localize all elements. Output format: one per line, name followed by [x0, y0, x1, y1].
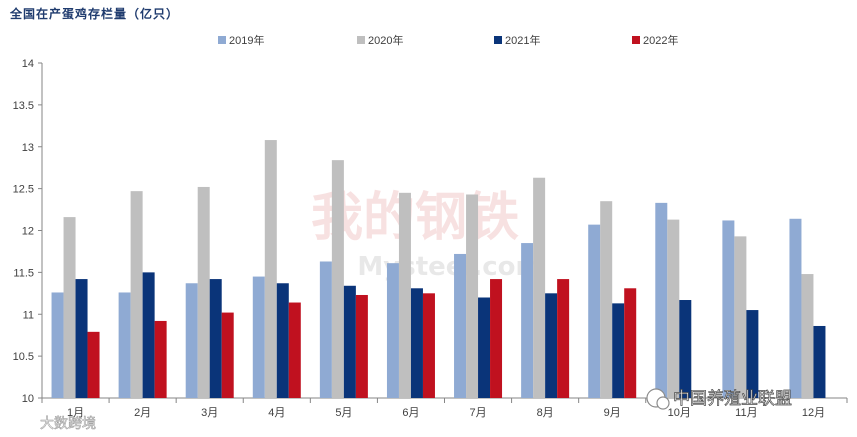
bar: [410, 288, 423, 398]
watermark-bottom-right: 中国养殖业联盟: [673, 389, 792, 409]
bar: [813, 325, 826, 398]
bar: [87, 331, 100, 398]
bar: [612, 303, 625, 398]
y-tick-label: 13: [22, 142, 34, 154]
legend-swatch: [632, 36, 640, 44]
y-tick-label: 11.5: [13, 267, 34, 279]
bar: [252, 276, 265, 398]
bar: [63, 217, 76, 398]
y-tick-label: 11: [23, 309, 34, 321]
watermark-bottom-left: 大数跨境: [40, 416, 96, 432]
bar: [490, 279, 503, 398]
watermark-layer: 我的钢铁 Mysteel.com: [311, 188, 543, 282]
bar: [545, 293, 558, 398]
bar: [734, 236, 747, 398]
legend-label: 2019年: [229, 33, 264, 47]
chart-title: 全国在产蛋鸡存栏量（亿只）: [10, 7, 180, 21]
watermark-center: 我的钢铁: [311, 188, 519, 248]
footer-layer: 大数跨境 中国养殖业联盟: [40, 388, 792, 432]
watermark-center-sub: Mysteel.com: [357, 252, 542, 282]
bar: [209, 279, 222, 398]
legend-swatch: [357, 36, 365, 44]
bar: [154, 320, 167, 398]
bar: [264, 140, 277, 399]
bar: [51, 292, 64, 398]
y-tick-label: 12: [22, 226, 34, 238]
x-tick-label: 5月: [335, 407, 352, 419]
bar: [801, 274, 814, 398]
bar: [221, 312, 234, 398]
bar: [75, 279, 88, 398]
wechat-icon-bubble: [656, 396, 670, 410]
bar: [355, 294, 368, 398]
bars-layer: [51, 140, 826, 399]
bar: [746, 310, 759, 398]
y-tick-label: 12.5: [13, 184, 34, 196]
bar: [276, 283, 289, 398]
axes-layer: 10 10.5 11 11.5 12 12.5 13 13.5 14 1月 2月 3月 4月 5月 6月 7月…: [13, 58, 848, 419]
bar: [130, 191, 143, 398]
x-tick-label: 10月: [668, 407, 691, 419]
y-tick-label: 10: [22, 393, 34, 405]
bar: [667, 219, 680, 398]
bar: [533, 177, 546, 398]
bar: [398, 192, 411, 398]
bar: [521, 243, 534, 398]
x-tick-label: 7月: [469, 407, 486, 419]
bar: [319, 261, 332, 398]
x-tick-label: 12月: [802, 407, 825, 419]
x-tick-label: 9月: [604, 407, 621, 419]
x-tick-label: 4月: [268, 407, 285, 419]
bar: [600, 201, 613, 398]
bar: [422, 293, 435, 398]
bar: [197, 186, 210, 398]
y-tick-label: 10.5: [13, 351, 34, 363]
bar: [142, 272, 155, 398]
bar: [478, 297, 491, 398]
bar: [343, 285, 356, 398]
x-tick-label: 11月: [735, 407, 757, 419]
x-tick-label: 8月: [537, 407, 554, 419]
y-tick-label: 14: [22, 58, 34, 70]
bar: [118, 292, 131, 398]
legend-label: 2020年: [368, 33, 403, 47]
legend-swatch: [494, 36, 502, 44]
bar: [588, 224, 601, 398]
bar: [185, 283, 198, 398]
x-tick-label: 3月: [201, 407, 218, 419]
bar: [466, 194, 479, 398]
legend-label: 2021年: [505, 33, 540, 47]
y-tick-label: 13.5: [13, 100, 34, 112]
bar: [386, 263, 399, 398]
x-tick-label: 6月: [402, 407, 419, 419]
bar: [722, 220, 735, 398]
legend: 2019年 2020年 2021年 2022年: [218, 33, 678, 47]
bar: [679, 300, 692, 398]
legend-swatch: [218, 36, 226, 44]
bar: [454, 253, 467, 398]
bar: [288, 302, 301, 398]
bar: [789, 218, 802, 398]
bar: [655, 202, 668, 398]
bar: [557, 279, 570, 398]
x-tick-label: 2月: [134, 407, 151, 419]
bar: [624, 288, 637, 398]
x-tick-label: 1月: [67, 407, 84, 419]
legend-label: 2022年: [643, 33, 678, 47]
bar: [331, 160, 344, 398]
